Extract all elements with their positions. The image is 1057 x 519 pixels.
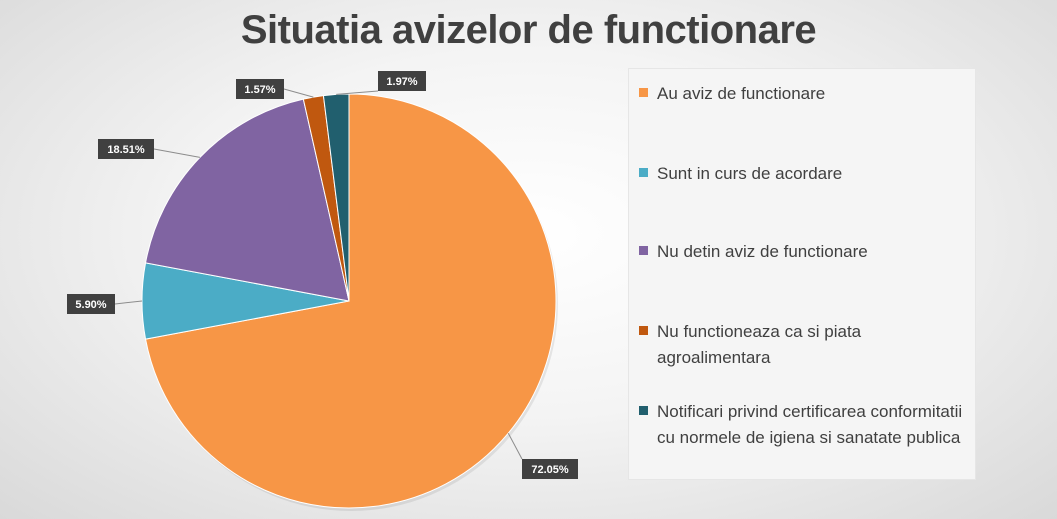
data-label-box-0 <box>522 459 578 479</box>
pie-slice-4 <box>322 93 350 302</box>
data-label-box-4 <box>378 71 426 91</box>
data-label-4: 1.97% <box>386 76 417 88</box>
data-label-3: 1.57% <box>244 84 275 96</box>
pie-slice-0 <box>144 93 557 509</box>
legend-label: Notificari privind certificarea conformi… <box>657 402 963 447</box>
legend-swatch <box>639 326 648 335</box>
legend: Au aviz de functionare Sunt in curs de ac… <box>628 68 976 480</box>
legend-label: Nu functioneaza ca si piata agroalimenta… <box>657 322 862 367</box>
leader-line-4 <box>336 90 379 95</box>
legend-swatch <box>639 406 648 415</box>
data-label-1: 5.90% <box>75 299 106 311</box>
leader-line-2 <box>153 148 201 158</box>
legend-label: Au aviz de functionare <box>657 84 826 103</box>
data-label-2: 18.51% <box>107 144 145 156</box>
legend-swatch <box>639 88 648 97</box>
legend-swatch <box>639 246 648 255</box>
leader-line-3 <box>283 88 314 98</box>
data-label-box-1 <box>67 294 115 314</box>
data-label-box-2 <box>98 139 154 159</box>
legend-label: Nu detin aviz de functionare <box>657 242 868 261</box>
data-label-box-3 <box>236 79 284 99</box>
legend-label: Sunt in curs de acordare <box>657 164 843 183</box>
leader-line-1 <box>114 300 143 305</box>
leader-line-0 <box>507 432 523 460</box>
pie-slice-2 <box>144 98 350 302</box>
data-label-0: 72.05% <box>531 464 569 476</box>
legend-swatch <box>639 168 648 177</box>
chart-title: Situatia avizelor de functionare <box>240 8 817 52</box>
